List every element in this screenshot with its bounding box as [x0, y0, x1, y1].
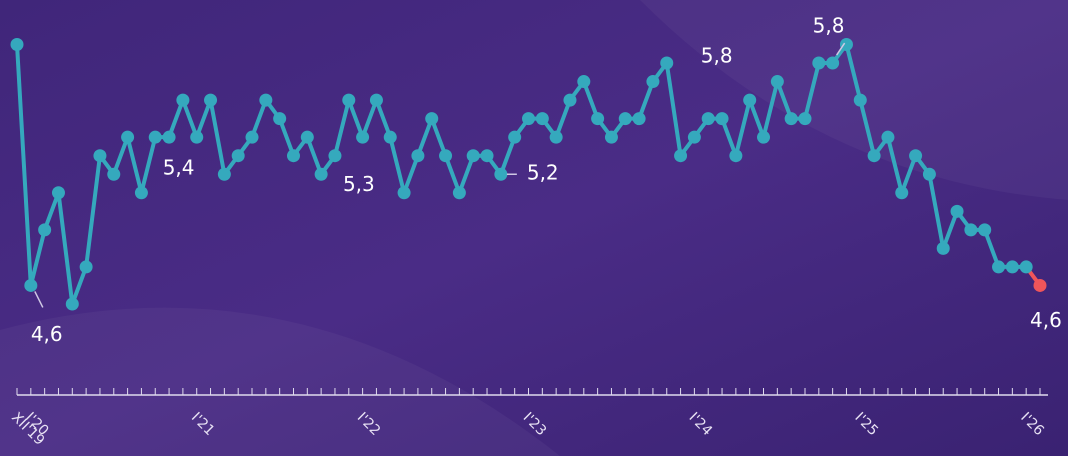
point	[452, 186, 466, 200]
point	[839, 37, 853, 51]
point	[770, 75, 784, 89]
value-label: 5,3	[343, 172, 375, 196]
point	[38, 223, 52, 237]
point	[729, 149, 743, 163]
value-label: 4,6	[1030, 308, 1062, 332]
point	[383, 130, 397, 144]
point	[950, 204, 964, 218]
leader-line	[34, 291, 44, 308]
point	[853, 93, 867, 107]
point	[1005, 260, 1019, 274]
point	[231, 149, 245, 163]
point	[632, 112, 646, 126]
point	[660, 56, 674, 70]
point	[715, 112, 729, 126]
point	[992, 260, 1006, 274]
point	[508, 130, 522, 144]
line	[15, 42, 1027, 306]
leader-line	[836, 42, 846, 56]
point	[397, 186, 411, 200]
point	[1033, 278, 1047, 292]
point	[439, 149, 453, 163]
point	[65, 297, 79, 311]
point	[798, 112, 812, 126]
point	[217, 167, 231, 181]
point	[867, 149, 881, 163]
point	[812, 56, 826, 70]
point	[204, 93, 218, 107]
point	[909, 149, 923, 163]
value-label: 5,2	[527, 161, 559, 185]
point	[190, 130, 204, 144]
value-label: 5,8	[813, 14, 845, 38]
point	[563, 93, 577, 107]
point	[10, 37, 24, 51]
point	[24, 278, 38, 292]
point	[881, 130, 895, 144]
point	[701, 112, 715, 126]
point	[162, 130, 176, 144]
point	[687, 130, 701, 144]
point	[757, 130, 771, 144]
point	[922, 167, 936, 181]
point	[936, 241, 950, 255]
decor	[0, 307, 560, 456]
point	[273, 112, 287, 126]
point	[1019, 260, 1033, 274]
value-label: 4,6	[31, 322, 63, 346]
point	[134, 186, 148, 200]
point	[591, 112, 605, 126]
point	[425, 112, 439, 126]
point	[328, 149, 342, 163]
point	[259, 93, 273, 107]
point	[93, 149, 107, 163]
point	[743, 93, 757, 107]
point	[411, 149, 425, 163]
point	[535, 112, 549, 126]
point	[245, 130, 259, 144]
point	[300, 130, 314, 144]
point	[826, 56, 840, 70]
point	[674, 149, 688, 163]
point	[577, 75, 591, 89]
point	[549, 130, 563, 144]
point	[466, 149, 480, 163]
point	[148, 130, 162, 144]
point	[314, 167, 328, 181]
point	[121, 130, 135, 144]
point	[79, 260, 93, 274]
point	[604, 130, 618, 144]
point	[618, 112, 632, 126]
point	[978, 223, 992, 237]
point	[784, 112, 798, 126]
point	[369, 93, 383, 107]
point	[895, 186, 909, 200]
value-label: 5,4	[163, 156, 195, 180]
point	[176, 93, 190, 107]
point	[964, 223, 978, 237]
point	[480, 149, 494, 163]
point	[342, 93, 356, 107]
point	[51, 186, 65, 200]
point	[356, 130, 370, 144]
value-label: 5,8	[701, 44, 733, 68]
point	[107, 167, 121, 181]
point	[494, 167, 508, 181]
point	[646, 75, 660, 89]
point	[522, 112, 535, 126]
point	[286, 149, 300, 163]
